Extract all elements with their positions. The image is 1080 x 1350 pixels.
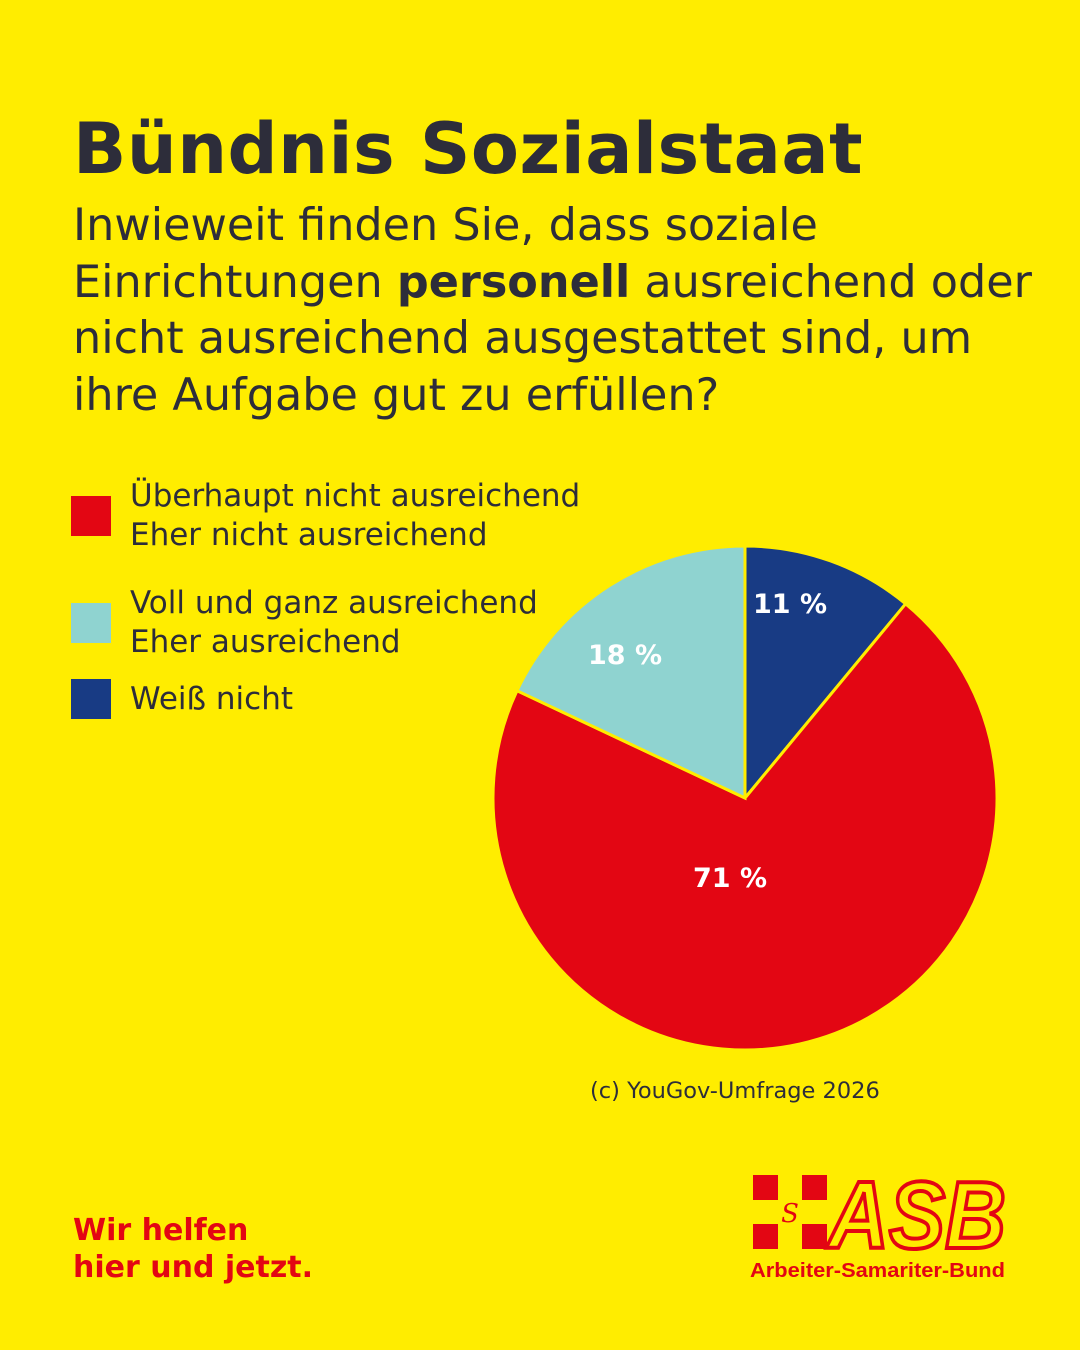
legend-swatch-lightblue	[71, 603, 111, 643]
source-note: (c) YouGov-Umfrage 2026	[590, 1078, 880, 1104]
legend-label: Weiß nicht	[130, 680, 294, 717]
legend-label: Eher nicht ausreichend	[130, 517, 488, 553]
question-part2: ausreichend oder nicht ausreichend ausge…	[73, 256, 1032, 421]
legend-item-not-sufficient: Überhaupt nicht ausreichend Eher nicht au…	[71, 477, 580, 555]
asb-logo: S ASB Arbeiter-Samariter-Bund	[750, 1170, 1008, 1282]
slogan-line2: hier und jetzt.	[73, 1250, 314, 1285]
legend-item-sufficient: Voll und ganz ausreichend Eher ausreichen…	[71, 584, 538, 662]
logo-mark: ASB	[826, 1170, 1006, 1269]
legend-label: Überhaupt nicht ausreichend	[130, 478, 581, 514]
legend-swatch-red	[71, 496, 111, 536]
legend-swatch-darkblue	[71, 679, 111, 719]
pie-data-label: 71 %	[693, 863, 767, 894]
question-text: Inwieweit finden Sie, dass soziale Einri…	[73, 198, 1033, 424]
pie-slice	[743, 544, 908, 803]
question-part1: Inwieweit finden Sie, dass soziale Einri…	[73, 200, 818, 308]
pie-slice	[514, 544, 747, 801]
pie-slice	[491, 601, 999, 1052]
legend-label: Eher ausreichend	[130, 624, 401, 660]
pie-data-label: 11 %	[753, 589, 827, 620]
question-bold: personell	[396, 256, 631, 308]
logo-name: Arbeiter-Samariter-Bund	[750, 1259, 1005, 1282]
logo-s: S	[781, 1199, 799, 1229]
slogan-line1: Wir helfen	[73, 1213, 249, 1248]
slogan: Wir helfen hier und jetzt.	[73, 1212, 313, 1286]
legend-item-dont-know: Weiß nicht	[71, 679, 293, 719]
pie-data-label: 18 %	[588, 640, 662, 671]
page-title: Bündnis Sozialstaat	[73, 108, 864, 190]
legend-label: Voll und ganz ausreichend	[130, 585, 538, 621]
